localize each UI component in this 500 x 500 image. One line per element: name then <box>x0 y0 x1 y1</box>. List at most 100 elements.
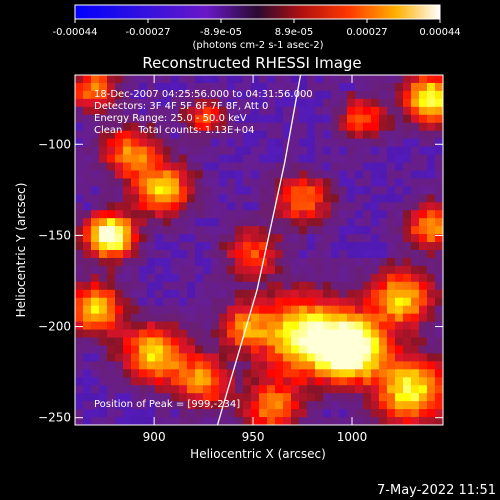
heatmap-cell <box>179 361 188 370</box>
heatmap-cell <box>195 162 204 171</box>
heatmap-cell <box>339 106 348 116</box>
heatmap-cell <box>243 297 252 307</box>
heatmap-cell <box>195 305 204 315</box>
heatmap-cell <box>331 122 340 132</box>
heatmap-cell <box>211 178 220 187</box>
heatmap-cell <box>227 234 236 243</box>
heatmap-cell <box>347 122 356 132</box>
heatmap-cell <box>163 361 172 370</box>
heatmap-cell <box>387 130 396 140</box>
heatmap-cell <box>339 297 348 307</box>
heatmap-cell <box>155 250 164 259</box>
heatmap-cell <box>107 130 116 140</box>
heatmap-cell <box>371 242 380 251</box>
heatmap-cell <box>395 401 404 410</box>
heatmap-cell <box>211 329 220 338</box>
heatmap-cell <box>107 170 116 179</box>
heatmap-cell <box>427 210 436 219</box>
heatmap-cell <box>83 321 92 330</box>
heatmap-cell <box>99 297 108 307</box>
heatmap-cell <box>427 250 436 259</box>
heatmap-cell <box>227 337 236 346</box>
heatmap-cell <box>243 75 252 84</box>
heatmap-cell <box>131 409 140 418</box>
heatmap-cell <box>387 321 396 330</box>
heatmap-cell <box>155 369 164 378</box>
heatmap-cell <box>243 393 252 402</box>
heatmap-cell <box>139 369 148 378</box>
heatmap-cell <box>131 194 140 203</box>
heatmap-cell <box>83 273 92 283</box>
heatmap-cell <box>411 170 420 179</box>
heatmap-cell <box>99 329 108 338</box>
heatmap-cell <box>419 393 428 402</box>
colorbar <box>74 4 441 20</box>
heatmap-cell <box>427 409 436 418</box>
heatmap-cell <box>131 377 140 386</box>
heatmap-cell <box>403 321 412 330</box>
heatmap-cell <box>115 281 124 291</box>
heatmap-cell <box>187 353 196 362</box>
heatmap-cell <box>363 75 372 84</box>
heatmap-cell <box>435 114 443 124</box>
heatmap-cell <box>83 377 92 386</box>
heatmap-cell <box>99 162 108 171</box>
heatmap-cell <box>147 162 156 171</box>
heatmap-cell <box>259 345 268 354</box>
heatmap-cell <box>323 289 332 299</box>
heatmap-cell <box>331 98 340 108</box>
heatmap-cell <box>331 313 340 322</box>
heatmap-cell <box>411 75 420 84</box>
heatmap-cell <box>339 345 348 354</box>
heatmap-cell <box>347 345 356 354</box>
heatmap-cell <box>99 242 108 251</box>
heatmap-cell <box>123 361 132 370</box>
heatmap-cell <box>163 321 172 330</box>
heatmap-cell <box>347 321 356 330</box>
heatmap-cell <box>179 265 188 275</box>
heatmap-cell <box>315 226 324 235</box>
heatmap-cell <box>283 257 292 267</box>
heatmap-cell <box>147 178 156 187</box>
heatmap-cell <box>235 281 244 291</box>
heatmap-cell <box>211 305 220 315</box>
heatmap-cell <box>123 98 132 108</box>
heatmap-cell <box>251 226 260 235</box>
heatmap-cell <box>219 369 228 378</box>
heatmap-cell <box>283 90 292 100</box>
heatmap-cell <box>323 138 332 147</box>
heatmap-cell <box>147 75 156 84</box>
heatmap-cell <box>203 218 212 227</box>
heatmap-cell <box>195 194 204 203</box>
heatmap-cell <box>355 337 364 346</box>
heatmap-cell <box>347 242 356 251</box>
heatmap-cell <box>163 257 172 267</box>
heatmap-cell <box>355 98 364 108</box>
heatmap-cell <box>419 417 428 425</box>
heatmap-cell <box>99 106 108 116</box>
heatmap-cell <box>219 186 228 195</box>
heatmap-cell <box>379 273 388 283</box>
heatmap-cell <box>179 170 188 179</box>
heatmap-cell <box>243 90 252 100</box>
heatmap-cell <box>91 170 100 179</box>
heatmap-cell <box>323 369 332 378</box>
heatmap-cell <box>131 122 140 132</box>
heatmap-cell <box>251 409 260 418</box>
heatmap-cell <box>259 369 268 378</box>
heatmap-cell <box>219 122 228 132</box>
heatmap-cell <box>403 234 412 243</box>
heatmap-cell <box>107 226 116 235</box>
heatmap-cell <box>275 361 284 370</box>
heatmap-cell <box>147 313 156 322</box>
heatmap-cell <box>203 186 212 195</box>
heatmap-cell <box>387 393 396 402</box>
heatmap-cell <box>243 377 252 386</box>
heatmap-cell <box>147 114 156 124</box>
heatmap-cell <box>395 146 404 155</box>
heatmap-cell <box>387 170 396 179</box>
heatmap-cell <box>435 409 443 418</box>
heatmap-cell <box>75 242 84 251</box>
heatmap-cell <box>267 130 276 140</box>
heatmap-cell <box>347 194 356 203</box>
